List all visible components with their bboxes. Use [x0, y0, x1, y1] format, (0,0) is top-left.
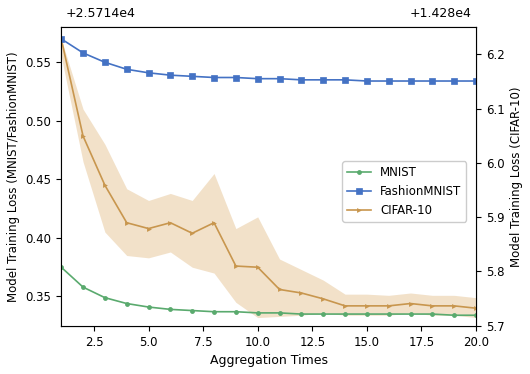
MNIST — [145, 305, 152, 309]
FashionMNIST — [276, 76, 282, 81]
FashionMNIST — [254, 76, 261, 81]
FashionMNIST — [167, 73, 173, 77]
FashionMNIST — [385, 79, 392, 83]
MNIST — [123, 301, 130, 306]
CIFAR-10 — [298, 291, 305, 295]
MNIST — [408, 312, 414, 316]
CIFAR-10 — [451, 304, 457, 308]
CIFAR-10 — [167, 221, 173, 225]
Y-axis label: Model Training Loss (CIFAR-10): Model Training Loss (CIFAR-10) — [510, 86, 523, 267]
CIFAR-10 — [385, 304, 392, 308]
FashionMNIST — [145, 71, 152, 75]
FashionMNIST — [364, 79, 370, 83]
MNIST — [189, 308, 196, 313]
Line: FashionMNIST: FashionMNIST — [58, 36, 479, 84]
Legend: MNIST, FashionMNIST, CIFAR-10: MNIST, FashionMNIST, CIFAR-10 — [342, 161, 466, 221]
FashionMNIST — [123, 67, 130, 71]
FashionMNIST — [233, 75, 239, 80]
CIFAR-10 — [189, 231, 196, 236]
CIFAR-10 — [364, 304, 370, 308]
MNIST — [102, 295, 108, 300]
FashionMNIST — [102, 60, 108, 65]
CIFAR-10 — [429, 304, 436, 308]
FashionMNIST — [211, 75, 217, 80]
FashionMNIST — [320, 77, 326, 82]
CIFAR-10 — [145, 226, 152, 231]
MNIST — [276, 311, 282, 315]
CIFAR-10 — [408, 301, 414, 306]
MNIST — [320, 312, 326, 316]
MNIST — [80, 285, 86, 289]
Text: +1.428e4: +1.428e4 — [410, 7, 472, 20]
MNIST — [167, 307, 173, 312]
MNIST — [364, 312, 370, 316]
FashionMNIST — [189, 74, 196, 79]
FashionMNIST — [298, 77, 305, 82]
MNIST — [342, 312, 348, 316]
FashionMNIST — [58, 37, 65, 41]
MNIST — [451, 313, 457, 318]
MNIST — [473, 313, 479, 318]
CIFAR-10 — [473, 306, 479, 310]
CIFAR-10 — [320, 297, 326, 301]
Line: CIFAR-10: CIFAR-10 — [59, 36, 479, 311]
CIFAR-10 — [276, 287, 282, 292]
Text: +2.5714e4: +2.5714e4 — [65, 7, 135, 20]
MNIST — [58, 265, 65, 269]
CIFAR-10 — [233, 264, 239, 268]
MNIST — [211, 309, 217, 314]
Y-axis label: Model Training Loss (MNIST/FashionMNIST): Model Training Loss (MNIST/FashionMNIST) — [7, 51, 20, 302]
CIFAR-10 — [211, 221, 217, 225]
X-axis label: Aggregation Times: Aggregation Times — [210, 354, 328, 367]
MNIST — [233, 309, 239, 314]
Line: MNIST: MNIST — [59, 265, 479, 318]
MNIST — [254, 311, 261, 315]
FashionMNIST — [408, 79, 414, 83]
FashionMNIST — [473, 79, 479, 83]
CIFAR-10 — [342, 304, 348, 308]
CIFAR-10 — [102, 183, 108, 187]
CIFAR-10 — [254, 265, 261, 269]
FashionMNIST — [80, 50, 86, 55]
CIFAR-10 — [123, 221, 130, 225]
MNIST — [298, 312, 305, 316]
MNIST — [385, 312, 392, 316]
MNIST — [429, 312, 436, 316]
FashionMNIST — [429, 79, 436, 83]
CIFAR-10 — [58, 37, 65, 41]
FashionMNIST — [451, 79, 457, 83]
CIFAR-10 — [80, 134, 86, 138]
FashionMNIST — [342, 77, 348, 82]
